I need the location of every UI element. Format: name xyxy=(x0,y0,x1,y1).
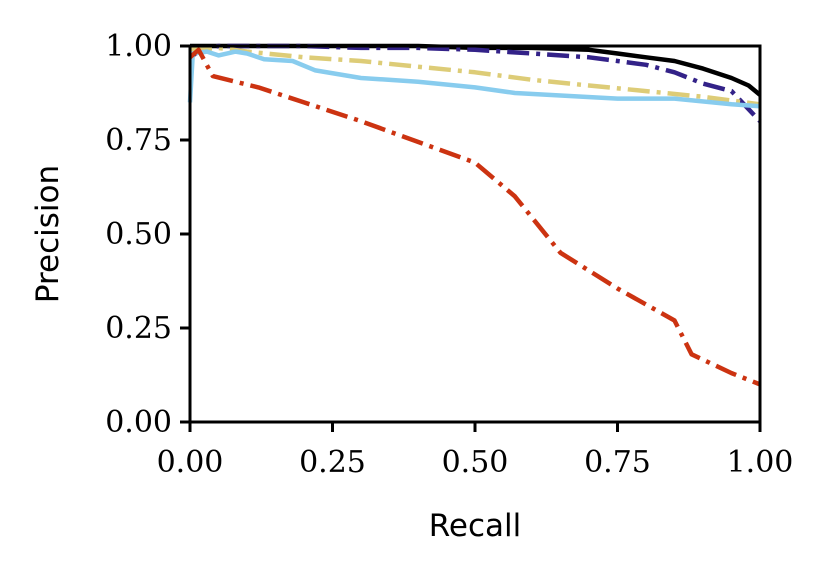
x-axis-label: Recall xyxy=(429,508,522,544)
x-tick-label: 0.75 xyxy=(584,445,651,480)
x-tick-label: 1.00 xyxy=(727,445,794,480)
y-axis-label: Precision xyxy=(30,165,66,303)
x-tick-label: 0.50 xyxy=(442,445,509,480)
plot-frame xyxy=(188,44,762,424)
y-tick-label: 0.50 xyxy=(105,217,172,252)
x-tick-label: 0.25 xyxy=(299,445,366,480)
x-tick-label: 0.00 xyxy=(157,445,224,480)
series-line-3 xyxy=(189,45,761,107)
series-line-5 xyxy=(188,47,761,387)
y-tick-label: 0.00 xyxy=(105,405,172,440)
series-line-4 xyxy=(187,49,761,109)
series-line-2 xyxy=(188,43,762,123)
y-tick-label: 0.25 xyxy=(105,311,172,346)
y-tick-label: 0.75 xyxy=(105,123,172,158)
y-tick-label: 1.00 xyxy=(105,29,172,64)
series-layer xyxy=(187,43,762,387)
ticks-layer: 0.00 0.25 0.50 0.75 1.00 0.00 0.25 0.50 0.75 1.00 xyxy=(105,29,793,480)
